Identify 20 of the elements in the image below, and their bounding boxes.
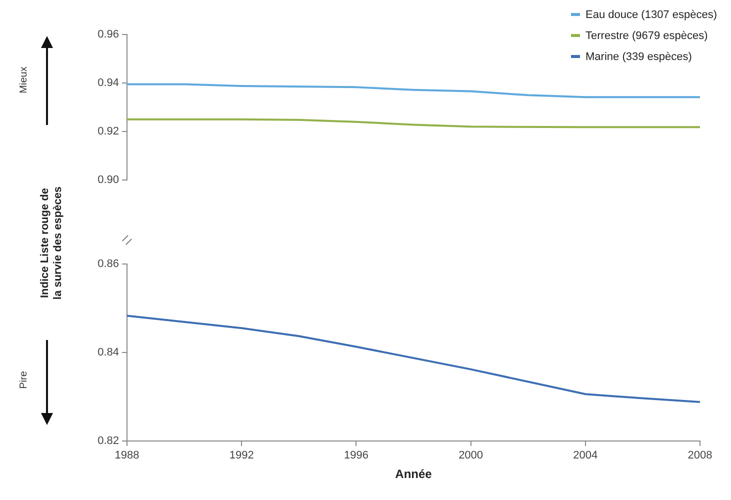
x-tick-label: 1988 <box>114 450 140 462</box>
y-tick-label: 0.86 <box>98 258 119 270</box>
y-tick-label: 0.90 <box>98 174 119 186</box>
y-tick-label: 0.94 <box>98 77 119 90</box>
text: Mieux <box>18 66 30 94</box>
x-tick-label: 1992 <box>229 450 254 462</box>
x-tick-label: 2008 <box>688 450 712 462</box>
x-axis-title: Année <box>395 467 432 482</box>
text: Pire <box>18 371 30 389</box>
y-tick-label: 0.82 <box>98 435 119 448</box>
x-tick-label: 2000 <box>458 450 484 462</box>
y-tick-label: 0.92 <box>98 126 119 138</box>
y-tick-label: 0.96 <box>98 28 119 41</box>
legend-label: Eau douce (1307 espèces) <box>586 8 717 20</box>
x-tick-label: 2004 <box>573 450 598 462</box>
y-tick-label: 0.84 <box>98 346 119 359</box>
y-axis-title: Indice Liste rouge de la survie des espèces <box>39 185 65 302</box>
legend-label: Marine (339 espèces) <box>586 50 692 62</box>
legend-label: Terrestre (9679 espèces) <box>586 30 708 42</box>
x-tick-label: 1996 <box>344 450 368 462</box>
